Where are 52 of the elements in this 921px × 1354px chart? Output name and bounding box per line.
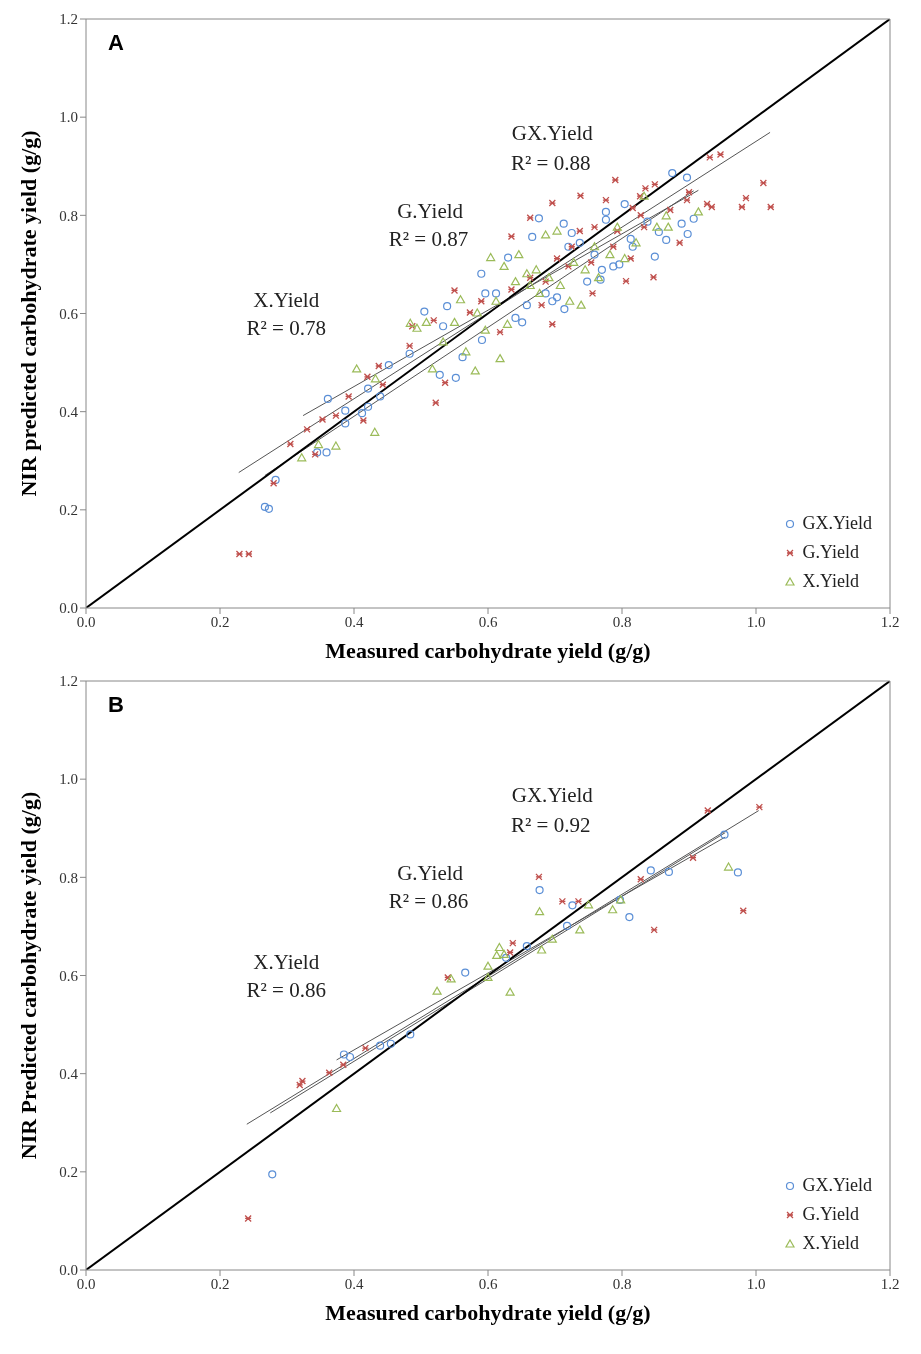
y-tick-label: 0.4 bbox=[59, 1065, 79, 1082]
legend-label: X.Yield bbox=[802, 1233, 859, 1254]
x-tick-label: 1.0 bbox=[746, 1275, 766, 1292]
x-tick-label: 0.6 bbox=[478, 613, 498, 630]
y-tick-label: 0.4 bbox=[59, 403, 79, 420]
x-tick-label: 0.0 bbox=[76, 613, 96, 630]
x-tick-label: 0.2 bbox=[210, 613, 230, 630]
x-tick-label: 0.4 bbox=[344, 613, 364, 630]
annotation: R² = 0.86 bbox=[246, 977, 326, 1003]
annotation: GX.Yield bbox=[511, 782, 593, 808]
text: B bbox=[108, 692, 124, 718]
y-tick-label: 0.8 bbox=[59, 869, 78, 886]
y-tick-label: 0.0 bbox=[59, 600, 78, 617]
annotation: R² = 0.88 bbox=[511, 150, 591, 176]
annotation: R² = 0.87 bbox=[388, 226, 469, 252]
legend-label: X.Yield bbox=[802, 571, 859, 592]
x-axis-title: Measured carbohydrate yield (g/g) bbox=[325, 1300, 651, 1325]
legend-label: GX.Yield bbox=[802, 1175, 872, 1196]
legend-label: GX.Yield bbox=[802, 513, 872, 534]
annotation: X.Yield bbox=[253, 287, 320, 313]
x-axis-title: Measured carbohydrate yield (g/g) bbox=[325, 638, 651, 663]
x-tick-label: 0.0 bbox=[76, 1275, 96, 1292]
y-tick-label: 0.2 bbox=[59, 502, 78, 519]
x-tick-label: 0.8 bbox=[612, 1275, 632, 1292]
annotation: R² = 0.86 bbox=[388, 888, 469, 914]
x-tick-label: 0.4 bbox=[344, 1275, 364, 1292]
annotation: G.Yield bbox=[397, 860, 464, 886]
legend-label: G.Yield bbox=[802, 542, 859, 563]
y-tick-label: 0.6 bbox=[59, 967, 79, 984]
annotation: X.Yield bbox=[253, 949, 320, 975]
y-tick-label: 1.0 bbox=[59, 771, 78, 788]
y-tick-label: 1.2 bbox=[59, 11, 78, 28]
annotation: G.Yield bbox=[397, 198, 464, 224]
y-axis-title: NIR predicted carbohydrate yield (g/g) bbox=[15, 130, 41, 497]
annotation: GX.Yield bbox=[511, 120, 593, 146]
y-tick-label: 1.0 bbox=[59, 109, 78, 126]
x-tick-label: 1.2 bbox=[880, 613, 900, 630]
y-axis-title: NIR Predicted carbohydrate yield (g/g) bbox=[15, 791, 41, 1160]
y-tick-label: 1.2 bbox=[59, 673, 78, 690]
text: A bbox=[108, 30, 124, 56]
x-tick-label: 1.0 bbox=[746, 613, 766, 630]
y-tick-label: 0.6 bbox=[59, 305, 79, 322]
y-tick-label: 0.8 bbox=[59, 207, 78, 224]
y-tick-label: 0.0 bbox=[59, 1262, 78, 1279]
x-tick-label: 0.8 bbox=[612, 613, 632, 630]
x-tick-label: 1.2 bbox=[880, 1275, 900, 1292]
y-tick-label: 0.2 bbox=[59, 1164, 78, 1181]
annotation: R² = 0.78 bbox=[246, 315, 326, 341]
x-tick-label: 0.6 bbox=[478, 1275, 498, 1292]
legend-label: G.Yield bbox=[802, 1204, 859, 1225]
annotation: R² = 0.92 bbox=[511, 812, 591, 838]
x-tick-label: 0.2 bbox=[210, 1275, 230, 1292]
